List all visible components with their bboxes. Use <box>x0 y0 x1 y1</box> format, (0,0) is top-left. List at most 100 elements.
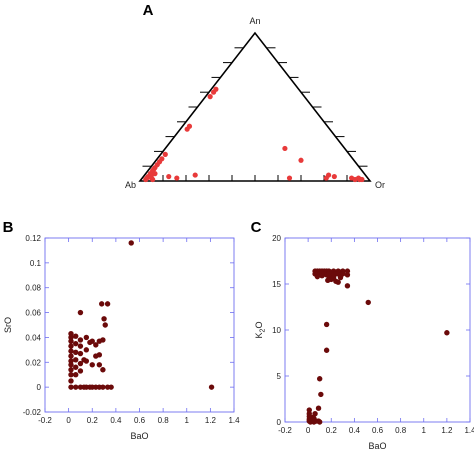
x-tick-label: 0 <box>306 426 311 435</box>
data-point <box>323 175 329 181</box>
data-point <box>286 175 293 181</box>
data-point <box>68 384 74 390</box>
data-point <box>68 367 74 373</box>
data-point <box>68 378 74 384</box>
data-point <box>316 419 323 425</box>
plot-frame <box>284 237 471 423</box>
y-tick-label: 10 <box>272 326 281 335</box>
data-point <box>143 176 149 183</box>
x-axis-label: BaO <box>130 431 148 441</box>
data-point <box>96 352 103 358</box>
data-point <box>100 337 106 343</box>
data-point <box>323 321 330 328</box>
data-point <box>333 278 339 284</box>
data-point <box>102 322 108 328</box>
panel-b-sro-vs-bao-plot: B -0.2 0 0.2 0.4 0.6 0.8 1 1.2 1.4 -0.02 0 0.02 0.04 0… <box>3 219 241 441</box>
y-axis-label-text: K <box>254 332 264 338</box>
data-point <box>311 419 317 425</box>
x-tick-label: 0.2 <box>326 426 338 435</box>
x-tick-label: 1 <box>422 426 427 435</box>
vertex-label-or: Or <box>375 180 385 190</box>
y-tick-label: 0.08 <box>25 284 41 293</box>
x-tick-label: 1.4 <box>464 426 474 435</box>
data-point <box>68 343 74 349</box>
data-point <box>174 175 180 181</box>
data-point <box>73 340 79 347</box>
scatter-points <box>306 268 450 425</box>
data-point <box>328 276 334 283</box>
data-point <box>99 301 105 307</box>
x-axis-ticks: -0.2 0 0.2 0.4 0.6 0.8 1 1.2 1.4 <box>278 238 474 435</box>
y-tick-label: 0.02 <box>25 358 41 367</box>
data-point <box>100 367 106 373</box>
data-point <box>68 372 74 378</box>
data-point <box>359 176 365 183</box>
x-tick-label: 0.4 <box>349 426 361 435</box>
panel-a-ternary-plot: A An Ab Or <box>125 2 385 190</box>
x-axis-ticks: -0.2 0 0.2 0.4 0.6 0.8 1 1.2 1.4 <box>38 238 240 425</box>
x-tick-label: -0.2 <box>278 426 292 435</box>
data-point <box>162 151 168 157</box>
data-point <box>298 157 304 163</box>
x-tick-label: 1.2 <box>441 426 453 435</box>
x-tick-label: 0.8 <box>395 426 407 435</box>
y-tick-label: 0.06 <box>25 309 41 318</box>
data-point <box>444 330 450 336</box>
y-tick-label: 0.04 <box>25 333 41 342</box>
ternary-points <box>143 86 365 183</box>
panel-label: B <box>3 219 14 236</box>
data-point <box>68 334 74 341</box>
x-tick-label: 1 <box>185 416 190 425</box>
data-point <box>344 272 351 278</box>
data-point <box>93 342 99 348</box>
data-point <box>68 348 74 354</box>
x-tick-label: 0.6 <box>372 426 384 435</box>
y-axis-label: K2O <box>254 322 267 339</box>
y-tick-label: -0.02 <box>23 408 42 417</box>
data-point <box>315 405 322 411</box>
data-point <box>104 301 111 307</box>
x-tick-label: -0.2 <box>38 416 52 425</box>
data-point <box>337 274 344 281</box>
data-point <box>73 357 79 363</box>
x-tick-label: 0.4 <box>110 416 122 425</box>
data-point <box>192 172 198 178</box>
data-point <box>108 384 114 390</box>
scatter-points <box>68 240 215 390</box>
data-point <box>100 384 106 390</box>
data-point <box>68 353 74 359</box>
x-tick-label: 0 <box>66 416 71 425</box>
data-point <box>331 173 337 180</box>
data-point <box>73 349 79 356</box>
y-tick-label: 20 <box>272 234 281 243</box>
data-point <box>77 368 84 374</box>
panel-label: A <box>143 2 154 19</box>
data-point <box>282 145 288 152</box>
vertex-label-an: An <box>249 16 260 26</box>
data-point <box>83 334 90 341</box>
data-point <box>318 391 324 398</box>
data-point <box>77 337 84 343</box>
data-point <box>73 372 79 378</box>
data-point <box>83 347 90 353</box>
y-axis-label: SrO <box>3 317 13 333</box>
data-point <box>89 362 95 368</box>
data-point <box>316 376 323 382</box>
data-point <box>150 176 156 183</box>
y-tick-label: 0 <box>37 383 42 392</box>
y-axis-ticks: 0 5 10 15 20 <box>272 234 470 427</box>
y-axis-label-tail: O <box>254 322 264 329</box>
panel-label: C <box>251 219 262 236</box>
data-point <box>319 273 325 279</box>
data-point <box>83 358 90 364</box>
data-point <box>77 343 84 349</box>
y-axis-label-text: SrO <box>3 317 13 333</box>
y-tick-label: 15 <box>272 280 281 289</box>
vertex-label-ab: Ab <box>125 180 136 190</box>
data-point <box>207 94 213 100</box>
data-point <box>166 173 172 180</box>
y-tick-label: 0 <box>277 418 282 427</box>
data-point <box>68 338 74 344</box>
